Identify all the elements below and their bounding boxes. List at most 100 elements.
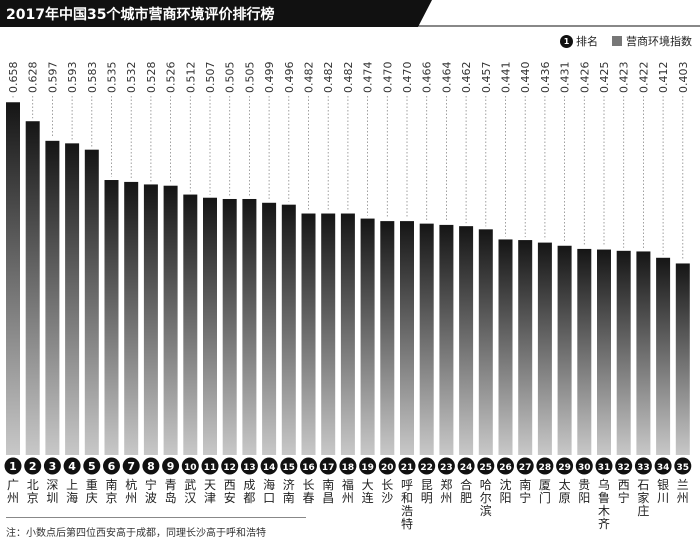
data-label: 0.470 xyxy=(381,62,394,94)
category-label: 哈尔滨 xyxy=(480,478,492,518)
legend: 1 排名 营商环境指数 xyxy=(560,33,692,49)
rank-number: 7 xyxy=(127,460,135,473)
data-label: 0.470 xyxy=(401,62,414,94)
rank-circle xyxy=(260,457,278,475)
category-label: 重庆 xyxy=(86,478,98,505)
rank-number: 25 xyxy=(480,463,493,473)
rank-number: 11 xyxy=(204,463,217,473)
rank-number: 23 xyxy=(440,463,453,473)
rank-number: 19 xyxy=(361,463,374,473)
data-label: 0.412 xyxy=(657,62,670,94)
bar xyxy=(65,143,80,455)
bar xyxy=(636,251,651,455)
data-label: 0.512 xyxy=(184,62,197,94)
data-label: 0.535 xyxy=(106,62,119,94)
rank-circle xyxy=(595,457,613,475)
rank-number: 5 xyxy=(88,460,96,473)
category-label: 杭州 xyxy=(125,477,137,505)
legend-index-swatch xyxy=(612,36,622,46)
rank-circle xyxy=(24,457,42,475)
rank-circle xyxy=(378,457,396,475)
data-label: 0.496 xyxy=(283,62,296,94)
rank-circle xyxy=(418,457,436,475)
data-label: 0.505 xyxy=(243,62,256,94)
data-label: 0.528 xyxy=(145,62,158,94)
bar xyxy=(242,198,257,455)
bar xyxy=(281,204,296,455)
category-label: 西安 xyxy=(224,478,236,505)
data-label: 0.422 xyxy=(637,62,650,94)
bar xyxy=(301,213,316,455)
bar xyxy=(262,202,277,455)
category-label: 北京 xyxy=(27,478,39,505)
rank-circle xyxy=(240,457,258,475)
rank-circle xyxy=(536,457,554,475)
rank-number: 27 xyxy=(519,463,532,473)
bar xyxy=(360,218,375,455)
rank-number: 18 xyxy=(342,463,355,473)
page-title: 2017年中国35个城市营商环境评价排行榜 xyxy=(6,7,275,23)
data-label: 0.583 xyxy=(86,62,99,94)
category-label: 长沙 xyxy=(381,478,393,505)
rank-number: 33 xyxy=(637,463,650,473)
data-label: 0.482 xyxy=(303,62,316,94)
rank-circle xyxy=(103,457,120,475)
category-label: 南京 xyxy=(105,477,117,505)
data-label: 0.466 xyxy=(421,62,434,94)
data-label: 0.423 xyxy=(618,62,631,94)
bar xyxy=(203,197,217,456)
rank-circle xyxy=(437,457,455,475)
data-label: 0.507 xyxy=(204,62,217,94)
rank-number: 24 xyxy=(460,463,473,473)
category-label: 厦门 xyxy=(539,478,551,505)
bar xyxy=(419,223,434,455)
bar xyxy=(124,181,139,455)
rank-number: 22 xyxy=(420,463,433,473)
rank-circle xyxy=(497,457,514,475)
data-label: 0.482 xyxy=(322,62,335,94)
rank-circle xyxy=(556,457,574,475)
data-label: 0.440 xyxy=(519,62,532,94)
rank-number: 17 xyxy=(322,463,335,473)
rank-circle xyxy=(181,457,199,475)
category-label: 广州 xyxy=(7,478,19,505)
rank-circle xyxy=(221,457,239,475)
category-label: 贵阳 xyxy=(578,478,590,505)
data-label: 0.457 xyxy=(480,62,493,94)
bar xyxy=(459,226,474,455)
category-label: 福州 xyxy=(342,477,354,505)
category-label: 南昌 xyxy=(322,477,334,505)
bar xyxy=(557,245,572,455)
category-label: 西宁 xyxy=(618,478,630,505)
category-label: 深圳 xyxy=(46,478,58,505)
bar xyxy=(400,221,414,455)
footnote: 注：小数点后第四位西安高于成都，同理长沙高于呼和浩特 xyxy=(6,528,266,539)
rank-number: 8 xyxy=(147,460,155,473)
rank-circle xyxy=(4,457,22,475)
category-label: 石家庄 xyxy=(637,478,649,518)
category-label: 青岛 xyxy=(165,478,177,505)
data-label: 0.436 xyxy=(539,62,552,94)
bar xyxy=(104,180,119,455)
rank-circle xyxy=(319,457,337,475)
rank-circle xyxy=(63,457,81,475)
bar xyxy=(380,221,395,455)
rank-circle xyxy=(615,457,633,475)
rank-circle xyxy=(516,457,534,475)
rank-number: 1 xyxy=(9,460,17,473)
rank-circle xyxy=(634,457,652,475)
data-label: 0.403 xyxy=(677,62,690,94)
rank-circle xyxy=(162,457,180,475)
rank-number: 16 xyxy=(302,463,315,473)
legend-rank-label: 排名 xyxy=(576,35,598,48)
data-label: 0.505 xyxy=(224,62,237,94)
rank-circle xyxy=(674,457,692,475)
rank-circle xyxy=(359,457,377,475)
rank-number: 4 xyxy=(68,460,76,473)
bar xyxy=(518,240,533,455)
rank-number: 9 xyxy=(167,460,175,473)
category-label: 太原 xyxy=(559,477,571,505)
rank-circle xyxy=(43,457,61,475)
rank-number: 13 xyxy=(243,463,256,473)
category-label: 沈阳 xyxy=(499,477,511,505)
